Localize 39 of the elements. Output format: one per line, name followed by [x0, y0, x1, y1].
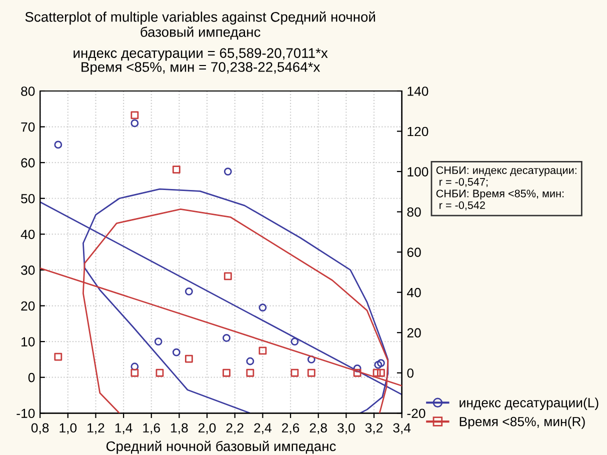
text: СНБИ: индекс десатурации: r = -0,547; СНБИ: Время <85%, мин: r = -0,542	[436, 166, 576, 210]
x-tick-label: 3,0	[338, 423, 355, 434]
y2-tick-label: 60	[407, 248, 421, 257]
y2-tick-label: 140	[408, 86, 428, 96]
legend-label: индекс десатурации(L)	[460, 398, 598, 410]
x-tick-label: 1,2	[88, 423, 104, 434]
x-tick-label: 2,4	[254, 423, 272, 434]
y2-tick-label: 40	[407, 288, 421, 298]
chart-subtitle: индекс десатурации = 65,589-20,7011*x Время <85%, мин = 70,238-22,5464*x	[74, 48, 328, 75]
y-tick-label: 80	[21, 86, 35, 96]
y-tick-label: 70	[21, 122, 35, 132]
chart-title: Scatterplot of multiple variables against Средний ночной базовый импеданс	[25, 11, 375, 40]
y2-tick-label: 120	[408, 126, 428, 136]
x-tick-label: 1,8	[171, 423, 188, 434]
x-tick-label: 2,8	[310, 423, 327, 434]
x-tick-label: 3,2	[365, 423, 383, 434]
x-tick-label: 2,6	[282, 423, 300, 434]
y-tick-label: 60	[21, 158, 35, 168]
x-tick-label: 1,4	[115, 423, 132, 434]
x-axis-title: Средний ночной базовый импеданс	[106, 440, 336, 454]
y2-tick-label: 20	[407, 328, 421, 338]
y2-tick-label: -20	[407, 408, 426, 418]
y-tick-label: 50	[21, 194, 35, 204]
x-tick-label: 2,0	[198, 423, 216, 434]
x-tick-label: 3,4	[393, 423, 411, 434]
y-tick-label: 20	[21, 301, 35, 311]
y-tick-label: -10	[16, 408, 35, 418]
y2-tick-label: 100	[408, 167, 428, 176]
y-tick-label: 30	[21, 266, 35, 275]
y2-tick-label: 0	[407, 368, 414, 378]
x-tick-label: 1,0	[60, 423, 77, 434]
y-tick-label: 10	[22, 337, 35, 346]
y-tick-label: 0	[28, 372, 35, 382]
y2-tick-label: 80	[407, 207, 421, 217]
x-tick-label: 2,2	[226, 423, 244, 434]
y-tick-label: 40	[20, 230, 35, 240]
x-tick-label: 0,8	[31, 423, 49, 434]
legend-label: Время <85%, мин(R)	[460, 416, 585, 429]
x-tick-label: 1,6	[143, 423, 160, 434]
